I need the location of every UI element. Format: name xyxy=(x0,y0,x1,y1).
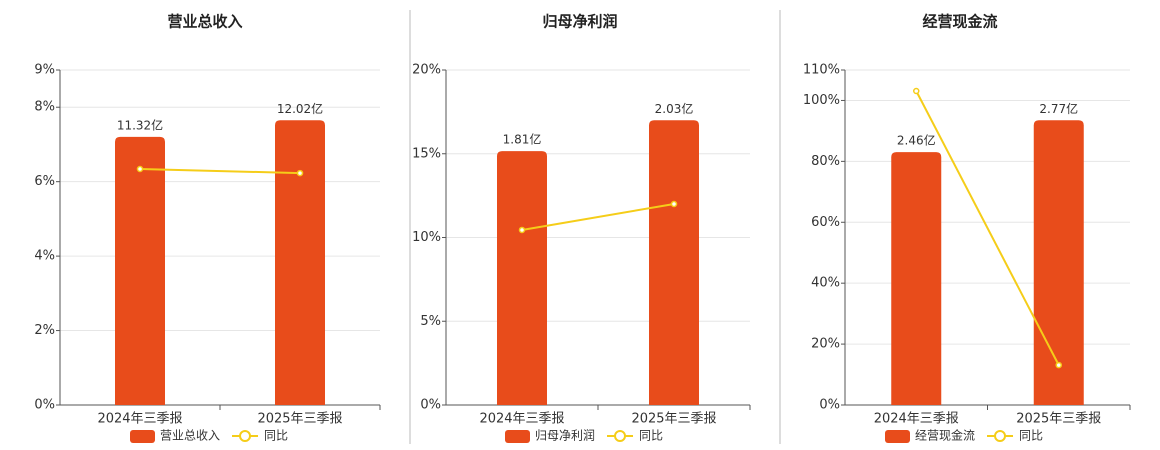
legend-swatch xyxy=(130,430,155,443)
y-tick-label: 100% xyxy=(803,93,840,108)
bar xyxy=(275,120,325,405)
line xyxy=(915,90,1060,366)
legend-label: 营业总收入 xyxy=(160,429,220,443)
value-label: 2.03亿 xyxy=(655,101,694,116)
legend-swatch xyxy=(505,430,530,443)
x-tick-label: 2025年三季报 xyxy=(631,412,716,427)
y-tick-label: 4% xyxy=(34,249,55,264)
chart-title: 归母净利润 xyxy=(542,13,617,31)
y-tick-label: 60% xyxy=(811,215,840,230)
bar xyxy=(1033,120,1084,405)
line xyxy=(139,168,301,175)
y-tick-label: 15% xyxy=(412,146,441,161)
y-tick-label: 40% xyxy=(811,276,840,291)
chart-title: 经营现金流 xyxy=(922,13,997,31)
value-label: 12.02亿 xyxy=(277,101,323,116)
legend-marker xyxy=(994,430,1007,442)
y-tick-label: 8% xyxy=(34,100,55,115)
y-tick-label: 80% xyxy=(811,154,840,169)
value-label: 2.46亿 xyxy=(897,133,936,148)
legend-label: 经营现金流 xyxy=(915,428,975,443)
bar xyxy=(891,152,942,405)
y-tick-label: 6% xyxy=(34,174,55,189)
legend-marker xyxy=(614,430,627,442)
x-tick-label: 2025年三季报 xyxy=(257,412,342,427)
chart-title: 营业总收入 xyxy=(167,13,242,31)
y-tick-label: 0% xyxy=(819,398,840,413)
y-tick-label: 5% xyxy=(420,314,441,329)
bar xyxy=(649,120,699,405)
y-tick-label: 0% xyxy=(420,398,441,413)
line xyxy=(521,203,675,231)
point xyxy=(1055,361,1062,369)
value-label: 1.81亿 xyxy=(503,132,542,147)
bar xyxy=(115,136,165,406)
point xyxy=(670,200,678,208)
x-tick-label: 2024年三季报 xyxy=(874,412,959,427)
x-tick-label: 2024年三季报 xyxy=(97,412,182,427)
y-tick-label: 10% xyxy=(412,230,441,245)
bar xyxy=(497,151,547,405)
legend-label: 同比 xyxy=(264,429,288,443)
point xyxy=(913,87,920,95)
legend-swatch xyxy=(885,430,910,443)
point xyxy=(518,226,526,234)
point xyxy=(136,165,144,173)
point xyxy=(296,169,304,177)
y-tick-label: 2% xyxy=(34,323,55,338)
x-tick-label: 2024年三季报 xyxy=(479,412,564,427)
value-label: 2.77亿 xyxy=(1039,101,1078,116)
y-tick-label: 9% xyxy=(34,63,55,78)
value-label: 11.32亿 xyxy=(117,117,163,132)
y-tick-label: 110% xyxy=(803,63,840,78)
y-tick-label: 0% xyxy=(34,398,55,413)
legend-label: 同比 xyxy=(639,429,663,443)
y-tick-label: 20% xyxy=(811,337,840,352)
legend-label: 归母净利润 xyxy=(535,429,595,443)
y-tick-label: 20% xyxy=(412,63,441,78)
legend-label: 同比 xyxy=(1019,429,1043,443)
x-tick-label: 2025年三季报 xyxy=(1016,412,1101,427)
legend-marker xyxy=(239,430,252,442)
